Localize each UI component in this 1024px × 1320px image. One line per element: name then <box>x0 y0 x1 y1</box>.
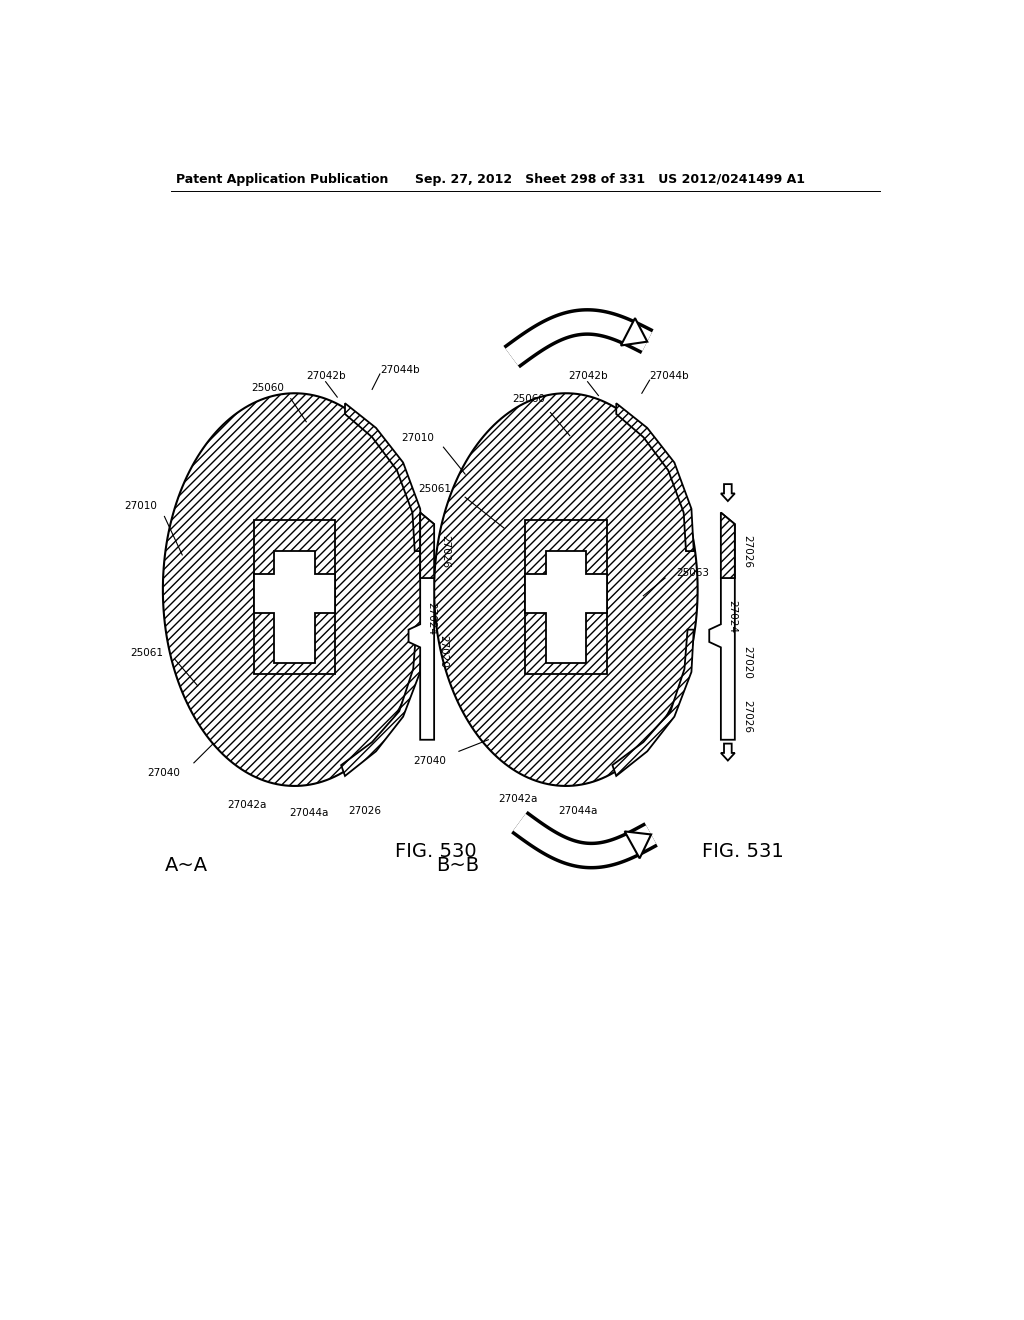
Text: 25062: 25062 <box>264 602 297 611</box>
Text: 27040: 27040 <box>147 768 180 777</box>
Text: B~B: B~B <box>435 855 479 875</box>
Text: 27044a: 27044a <box>558 807 597 816</box>
Text: FIG. 530: FIG. 530 <box>395 842 477 861</box>
Text: 27010: 27010 <box>401 433 434 444</box>
Text: 27026: 27026 <box>440 535 451 568</box>
Text: 27042b: 27042b <box>567 371 607 380</box>
Polygon shape <box>434 393 697 785</box>
Text: 27020: 27020 <box>438 635 449 668</box>
Polygon shape <box>616 404 693 552</box>
Text: A~A: A~A <box>165 855 208 875</box>
Text: 27040: 27040 <box>413 755 445 766</box>
Polygon shape <box>721 484 735 502</box>
Text: 27042b: 27042b <box>306 371 345 380</box>
Text: 27020: 27020 <box>742 647 753 680</box>
Polygon shape <box>625 832 651 858</box>
Bar <box>254 520 335 675</box>
Text: 27042a: 27042a <box>498 795 538 804</box>
Polygon shape <box>409 512 434 739</box>
Polygon shape <box>721 512 735 578</box>
Polygon shape <box>525 552 606 663</box>
Polygon shape <box>163 393 426 785</box>
Text: 27010: 27010 <box>124 502 157 511</box>
Polygon shape <box>420 512 434 578</box>
Text: 27026: 27026 <box>348 807 381 816</box>
Text: Patent Application Publication: Patent Application Publication <box>176 173 388 186</box>
Text: 25063: 25063 <box>676 568 709 578</box>
Polygon shape <box>710 512 735 739</box>
Text: 27024: 27024 <box>727 601 737 634</box>
Text: 25062: 25062 <box>536 602 568 611</box>
Text: 25061: 25061 <box>130 648 163 657</box>
Text: 27044b: 27044b <box>380 366 420 375</box>
Text: 25060: 25060 <box>251 383 284 393</box>
Polygon shape <box>612 630 693 776</box>
Text: 27042a: 27042a <box>227 800 266 810</box>
Polygon shape <box>254 552 335 663</box>
Text: 27024: 27024 <box>426 602 436 635</box>
Text: 25061: 25061 <box>418 484 452 495</box>
Text: Sep. 27, 2012   Sheet 298 of 331   US 2012/0241499 A1: Sep. 27, 2012 Sheet 298 of 331 US 2012/0… <box>415 173 805 186</box>
Text: 27044b: 27044b <box>649 371 689 380</box>
Polygon shape <box>621 318 647 346</box>
Text: 27026: 27026 <box>742 535 753 568</box>
Bar <box>525 520 606 675</box>
Text: 25060: 25060 <box>512 393 545 404</box>
Text: 27026: 27026 <box>742 700 753 733</box>
Polygon shape <box>345 404 423 552</box>
Polygon shape <box>341 630 423 776</box>
Polygon shape <box>721 743 735 760</box>
Text: 27044a: 27044a <box>289 808 329 818</box>
Text: FIG. 531: FIG. 531 <box>701 842 783 861</box>
